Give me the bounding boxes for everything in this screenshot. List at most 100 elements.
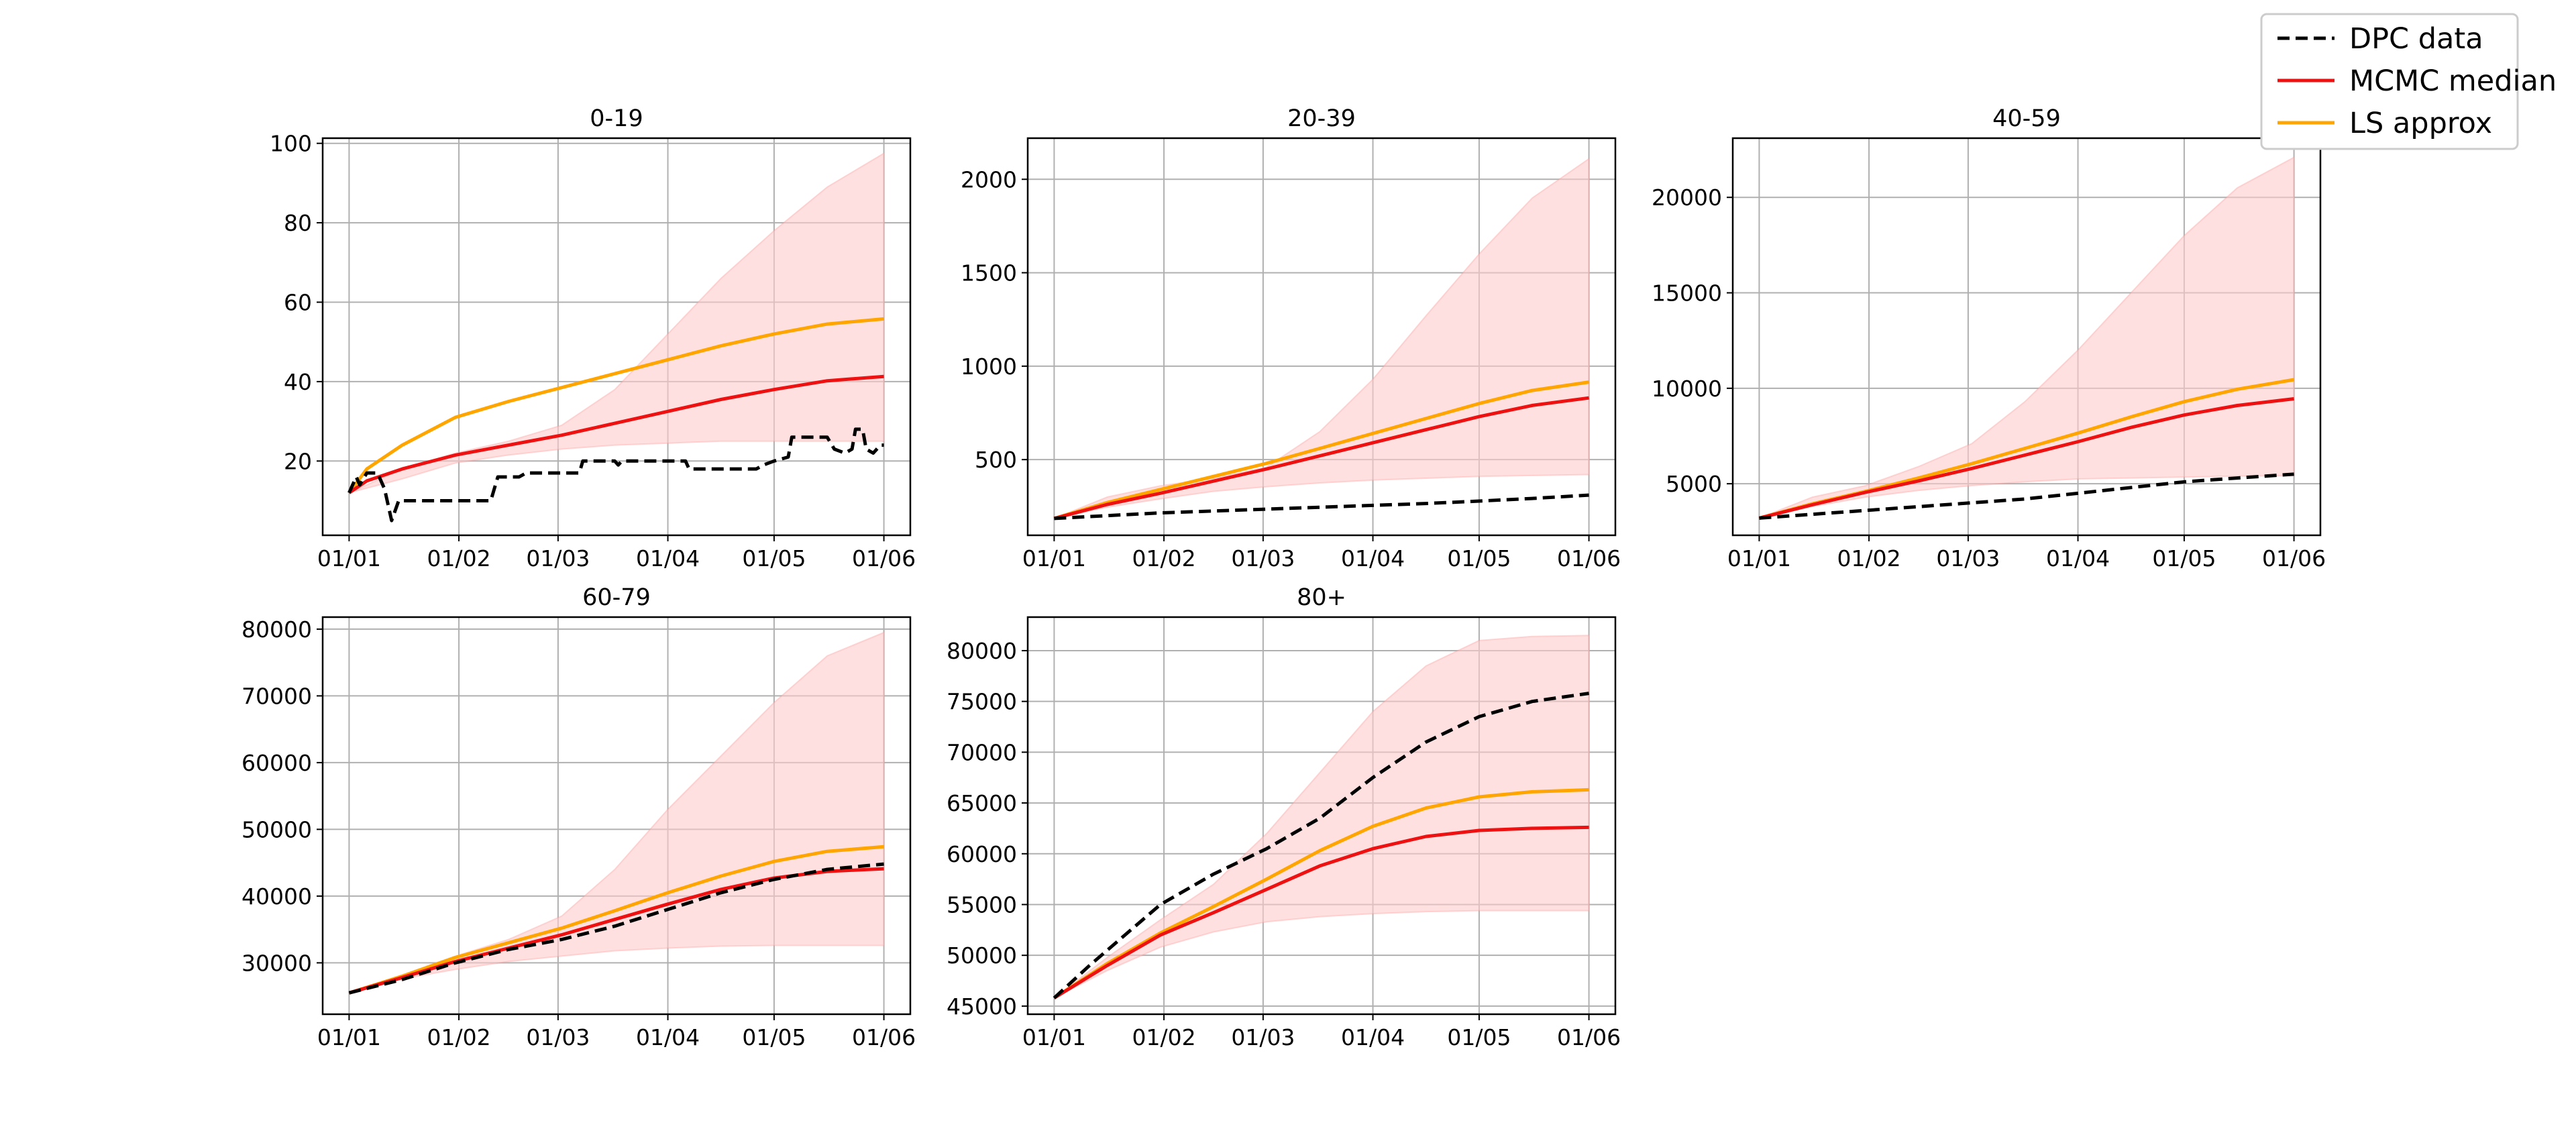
plot-area (348, 631, 885, 995)
x-tick-label: 01/01 (1022, 545, 1086, 572)
axes-frame (321, 616, 912, 1016)
mcmc-median-line (1053, 825, 1589, 999)
credible-band (1054, 157, 1590, 519)
credible-band (1053, 635, 1590, 999)
x-tick-label: 01/02 (1837, 545, 1901, 572)
y-tick-label: 60000 (947, 841, 1017, 867)
y-tick-label: 1000 (961, 354, 1017, 380)
y-tick-label: 500 (975, 447, 1017, 473)
y-tick-label: 80000 (947, 638, 1017, 664)
credible-band (348, 152, 885, 494)
y-tick-label: 40000 (241, 883, 312, 910)
subplot-title: 20-39 (1287, 105, 1356, 132)
legend: DPC data MCMC median LS approx (2260, 13, 2557, 150)
subplot-title: 80+ (1297, 584, 1346, 611)
subplot-80+: 01/01 01/02 01/03 01/04 01/05 01/06 45000 50000… (947, 584, 1621, 1050)
x-tick-label: 01/05 (1447, 545, 1511, 572)
subplot-0-19: 01/01 01/02 01/03 01/04 01/05 01/06 20 40 60 80 10… (270, 105, 916, 572)
x-tick-label: 01/03 (526, 545, 590, 572)
subplot-60-79: 01/01 01/02 01/03 01/04 01/05 01/06 30000 40000… (241, 584, 916, 1050)
dpc-data-line (1053, 692, 1589, 999)
plot-area (1053, 157, 1590, 521)
mcmc-median-line (1758, 397, 2294, 520)
y-tick-label: 45000 (947, 993, 1017, 1020)
axes-frame (321, 137, 912, 537)
x-tick-label: 01/06 (1557, 545, 1621, 572)
x-tick-label: 01/04 (1341, 1024, 1405, 1050)
subplot-title: 40-59 (1992, 105, 2061, 132)
y-tick-label: 15000 (1652, 280, 1722, 307)
y-tick-label: 100 (270, 131, 312, 157)
mcmc-median-line (1053, 396, 1589, 521)
x-tick-label: 01/05 (2152, 545, 2216, 572)
x-tick-label: 01/01 (1022, 1024, 1086, 1050)
y-tick-label: 10000 (1652, 376, 1722, 402)
y-tick-label: 20000 (1652, 184, 1722, 211)
y-tick-label: 55000 (947, 891, 1017, 918)
y-tick-label: 50000 (947, 942, 1017, 969)
subplot-20-39: 01/01 01/02 01/03 01/04 01/05 01/06 500 1000 150… (961, 105, 1621, 572)
x-tick-label: 01/01 (1727, 545, 1791, 572)
y-tick-label: 5000 (1666, 471, 1722, 497)
subplot-title: 60-79 (582, 584, 651, 611)
legend-label-dpc: DPC data (2349, 22, 2483, 56)
y-tick-label: 40 (284, 369, 312, 395)
x-tick-label: 01/06 (2262, 545, 2326, 572)
dpc-data-line (348, 862, 884, 995)
x-tick-label: 01/03 (526, 1024, 590, 1050)
subplots: 01/01 01/02 01/03 01/04 01/05 01/06 20 40 60 80 10… (241, 105, 2326, 1050)
x-tick-label: 01/02 (1132, 1024, 1196, 1050)
y-tick-label: 50000 (241, 816, 312, 843)
axes-frame (1026, 616, 1617, 1016)
x-tick-label: 01/05 (742, 545, 806, 572)
y-tick-label: 80000 (241, 616, 312, 643)
plot-area (347, 152, 885, 523)
x-tick-label: 01/06 (852, 545, 916, 572)
y-tick-label: 60000 (241, 750, 312, 776)
x-tick-label: 01/05 (742, 1024, 806, 1050)
subplot-40-59: 01/01 01/02 01/03 01/04 01/05 01/06 5000 10000 1… (1652, 105, 2326, 572)
axes-frame (1026, 137, 1617, 537)
ls-approx-line (348, 845, 884, 995)
x-tick-label: 01/05 (1447, 1024, 1511, 1050)
x-tick-label: 01/06 (852, 1024, 916, 1050)
x-tick-label: 01/03 (1231, 1024, 1295, 1050)
mcmc-median-line (348, 374, 884, 494)
y-tick-label: 75000 (947, 689, 1017, 715)
axes-frame (1731, 137, 2322, 537)
x-tick-label: 01/03 (1936, 545, 2000, 572)
y-tick-label: 30000 (241, 950, 312, 976)
credible-band (349, 631, 885, 994)
x-tick-label: 01/02 (1132, 545, 1196, 572)
x-tick-label: 01/02 (427, 1024, 491, 1050)
dpc-data-line (347, 427, 884, 523)
x-tick-label: 01/01 (317, 1024, 381, 1050)
credible-band (1759, 156, 2295, 519)
y-tick-label: 60 (284, 289, 312, 315)
y-tick-label: 2000 (961, 166, 1017, 193)
legend-label-ls: LS approx (2349, 107, 2492, 140)
x-tick-label: 01/06 (1557, 1024, 1621, 1050)
y-tick-label: 1500 (961, 260, 1017, 286)
subplot-title: 0-19 (590, 105, 643, 132)
x-tick-label: 01/04 (2046, 545, 2110, 572)
y-tick-label: 65000 (947, 790, 1017, 816)
x-tick-label: 01/04 (636, 1024, 700, 1050)
x-tick-label: 01/04 (1341, 545, 1405, 572)
y-tick-label: 70000 (241, 683, 312, 709)
y-tick-label: 20 (284, 448, 312, 474)
ls-approx-line (347, 317, 884, 494)
x-tick-label: 01/01 (317, 545, 381, 572)
y-tick-label: 80 (284, 210, 312, 236)
x-tick-label: 01/02 (427, 545, 491, 572)
plot-area (1053, 635, 1590, 999)
ls-approx-line (1053, 787, 1589, 999)
x-tick-label: 01/03 (1231, 545, 1295, 572)
plot-area (1758, 156, 2295, 520)
ls-approx-line (1053, 380, 1589, 521)
y-tick-label: 70000 (947, 739, 1017, 765)
legend-box (2260, 13, 2519, 150)
legend-label-mcmc: MCMC median (2349, 64, 2557, 98)
